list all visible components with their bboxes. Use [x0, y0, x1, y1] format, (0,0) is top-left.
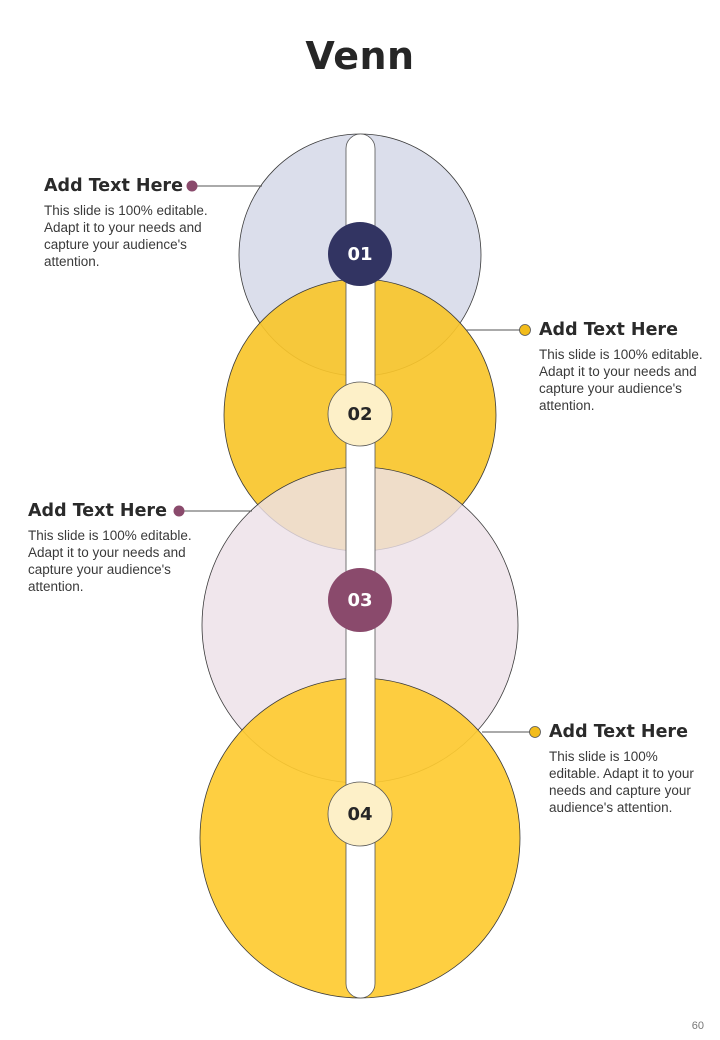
badge-3 [328, 568, 392, 632]
callout-2-heading: Add Text Here [539, 320, 678, 340]
callout-2-body: This slide is 100% editable. Adapt it to… [539, 347, 703, 413]
callout-1-body: This slide is 100% editable. Adapt it to… [44, 203, 208, 269]
callout-2: Add Text Here This slide is 100% editabl… [539, 320, 714, 414]
callout-4: Add Text Here This slide is 100% editabl… [549, 722, 709, 816]
badge-2 [327, 381, 393, 447]
connector-dot-1 [186, 180, 198, 192]
callout-3-heading: Add Text Here [28, 501, 167, 521]
page-number: 60 [691, 1020, 704, 1032]
slide-title: Venn [305, 34, 415, 78]
badge-1-number: 01 [347, 244, 372, 265]
badge-4-number: 04 [347, 804, 372, 825]
callout-3: Add Text Here This slide is 100% editabl… [28, 501, 203, 595]
vertical-bar [345, 133, 376, 999]
callout-4-heading: Add Text Here [549, 722, 688, 742]
badge-4 [327, 781, 393, 847]
callout-4-body: This slide is 100% editable. Adapt it to… [549, 749, 694, 815]
connector-dot-2 [519, 324, 531, 336]
callout-1-heading: Add Text Here [44, 176, 183, 196]
badge-2-number: 02 [347, 404, 372, 425]
connector-dot-4 [529, 726, 541, 738]
connector-dot-3 [173, 505, 185, 517]
badge-1 [328, 222, 392, 286]
callout-3-body: This slide is 100% editable. Adapt it to… [28, 528, 192, 594]
badge-3-number: 03 [347, 590, 372, 611]
callout-1: Add Text Here This slide is 100% editabl… [44, 176, 219, 270]
